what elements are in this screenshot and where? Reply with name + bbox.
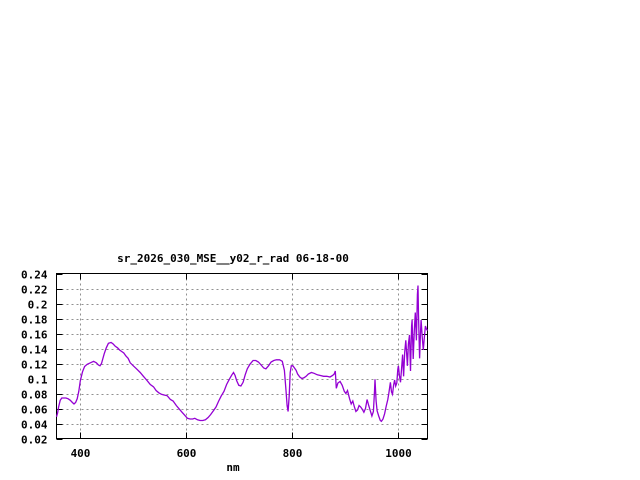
x-tick-label: 800 [283,447,303,460]
y-tick-label: 0.16 [21,329,48,342]
y-tick-label: 0.08 [21,389,48,402]
y-tick-label: 0.1 [28,374,48,387]
y-tick-label: 0.24 [21,269,48,282]
y-tick-label: 0.12 [21,359,48,372]
y-tick-label: 0.22 [21,284,48,297]
y-tick-label: 0.02 [21,434,48,447]
y-tick-label: 0.2 [28,299,48,312]
tick-layer [56,273,428,440]
y-tick-label: 0.14 [21,344,48,357]
x-axis-label: nm [226,461,240,474]
tick-label-layer: 0.02 0.04 0.06 0.08 0.1 0.12 0.14 0.16 0.18 0.2 0.… [21,269,412,461]
plot-border [56,273,428,439]
spectrum-line-layer [55,285,429,423]
x-tick-label: 600 [177,447,197,460]
x-tick-label: 400 [71,447,91,460]
y-tick-label: 0.04 [21,419,48,432]
grid-layer [56,273,428,439]
spectrum-line [55,285,429,423]
chart-title: sr_2026_030_MSE__y02_r_rad 06-18-00 [117,252,349,265]
y-tick-label: 0.06 [21,404,48,417]
y-tick-label: 0.18 [21,314,48,327]
x-tick-label: 1000 [385,447,412,460]
